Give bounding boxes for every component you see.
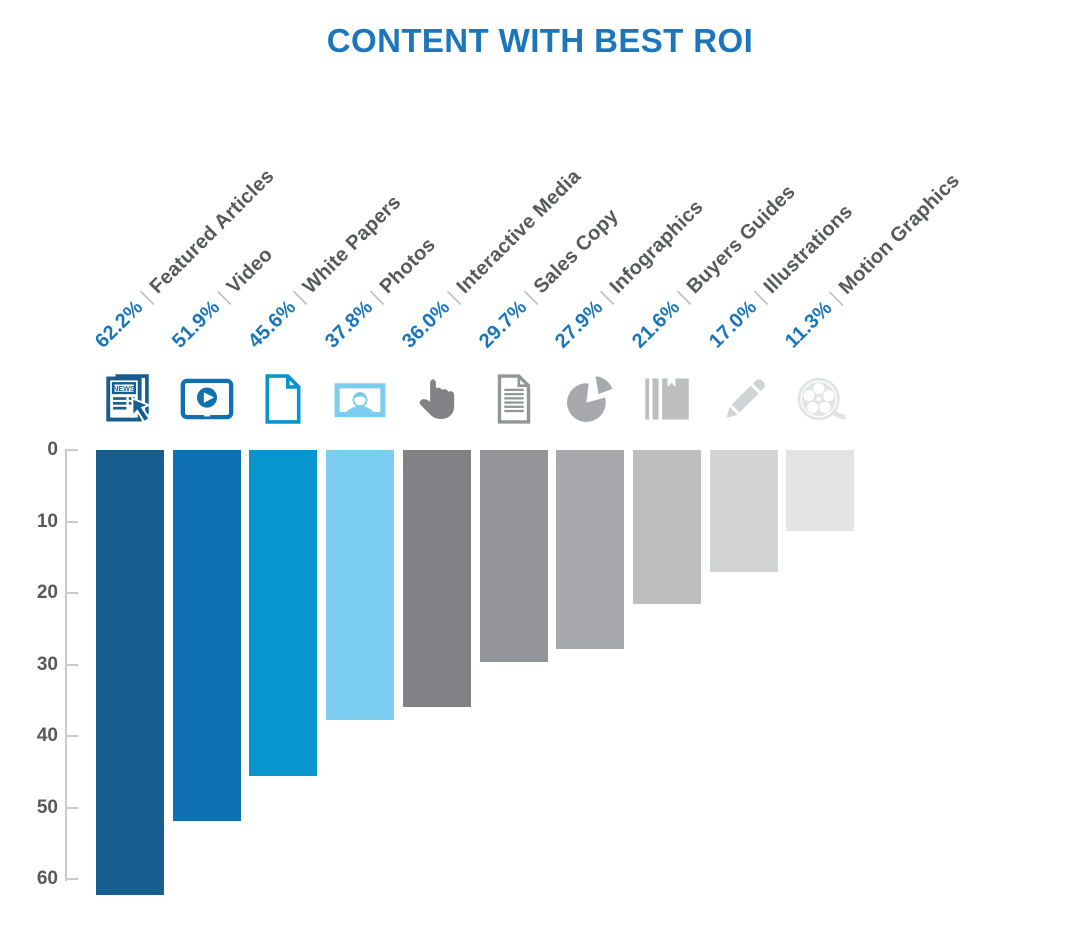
photo-portrait-icon bbox=[326, 366, 394, 428]
y-axis-tick-label: 10 bbox=[36, 510, 58, 532]
y-axis-tick-label: 30 bbox=[36, 653, 58, 675]
bar-sales-copy bbox=[479, 450, 548, 663]
bar-video bbox=[172, 450, 241, 822]
newspaper-cursor-icon: NEWS bbox=[96, 366, 164, 428]
bar-white-papers bbox=[249, 450, 318, 777]
category-label: 29.7%|Sales Copy bbox=[474, 204, 624, 354]
text-document-icon bbox=[480, 366, 548, 428]
category-name: Motion Graphics bbox=[835, 169, 965, 299]
y-axis-tick-label: 40 bbox=[36, 725, 58, 746]
value-percent: 17.0% bbox=[704, 296, 761, 353]
y-axis-tick bbox=[65, 806, 78, 809]
y-axis-tick bbox=[65, 878, 78, 880]
y-axis-tick-label: 20 bbox=[36, 582, 58, 603]
blank-document-icon bbox=[249, 366, 317, 428]
film-reel-icon bbox=[786, 366, 854, 428]
video-player-icon bbox=[173, 366, 241, 428]
bar-buyers-guides bbox=[632, 450, 701, 605]
value-percent: 51.9% bbox=[167, 296, 225, 353]
y-axis-line bbox=[65, 450, 67, 881]
pie-chart-icon bbox=[556, 366, 624, 428]
value-percent: 11.3% bbox=[781, 297, 837, 353]
bar-infographics bbox=[556, 450, 625, 650]
value-percent: 21.6% bbox=[627, 296, 685, 353]
category-name: Photos bbox=[375, 233, 440, 299]
value-percent: 37.8% bbox=[321, 296, 378, 353]
bar-photos bbox=[326, 450, 395, 721]
category-name: Video bbox=[222, 243, 277, 299]
chart-title: CONTENT WITH BEST ROI bbox=[326, 22, 754, 59]
value-percent: 27.9% bbox=[551, 296, 608, 353]
y-axis-tick-label: 50 bbox=[36, 796, 58, 818]
value-percent: 36.0% bbox=[397, 296, 455, 353]
y-axis-tick bbox=[65, 520, 78, 523]
y-axis-tick-label: 60 bbox=[36, 868, 58, 889]
book-bookmark-icon bbox=[633, 366, 701, 428]
value-percent: 45.6% bbox=[244, 296, 301, 353]
category-label: 27.9%|Infographics bbox=[551, 195, 710, 354]
bar-featured-articles bbox=[96, 450, 164, 895]
y-axis-tick bbox=[65, 449, 78, 451]
y-axis-tick bbox=[65, 592, 78, 594]
value-percent: 29.7% bbox=[474, 296, 531, 353]
pencil-icon bbox=[710, 366, 778, 428]
bar-interactive-media bbox=[402, 450, 471, 708]
svg-text:NEWS: NEWS bbox=[113, 384, 135, 393]
category-label: 17.0%|Illustrations bbox=[704, 200, 858, 354]
y-axis-tick bbox=[65, 663, 78, 666]
value-percent: 62.2% bbox=[91, 296, 148, 353]
bar-illustrations bbox=[709, 450, 778, 572]
y-axis-tick-label: 0 bbox=[47, 439, 58, 460]
pointing-hand-icon bbox=[403, 366, 471, 428]
bar-motion-graphics bbox=[786, 450, 855, 531]
y-axis-tick bbox=[65, 735, 78, 737]
